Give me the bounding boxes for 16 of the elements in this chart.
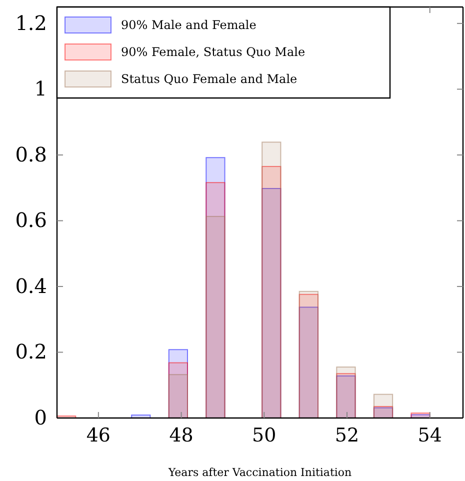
- legend-label: 90% Female, Status Quo Male: [121, 45, 306, 59]
- x-tick-label: 50: [252, 424, 276, 446]
- y-tick-label: 1.2: [15, 10, 47, 35]
- x-axis-title: Years after Vaccination Initiation: [167, 466, 352, 479]
- x-tick-label: 54: [418, 424, 442, 446]
- y-tick-label: 0.2: [15, 340, 47, 364]
- legend-label: Status Quo Female and Male: [121, 72, 298, 86]
- x-tick-label: 46: [86, 424, 111, 446]
- x-tick-label: 48: [169, 424, 194, 446]
- x-tick-label: 52: [334, 424, 360, 446]
- y-tick-label: 0.8: [15, 142, 47, 166]
- y-tick-label: 1: [34, 76, 47, 101]
- y-tick-label: 0: [34, 405, 47, 430]
- legend-label: 90% Male and Female: [121, 18, 256, 32]
- y-tick-label: 0.4: [15, 274, 47, 298]
- y-tick-label: 0.6: [15, 208, 47, 232]
